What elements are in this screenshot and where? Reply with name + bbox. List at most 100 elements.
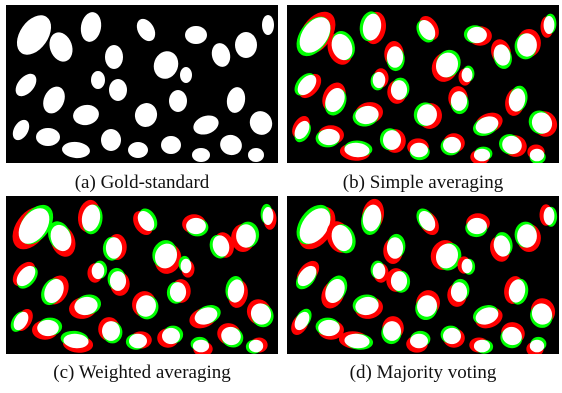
segmentation-mask [6,196,278,354]
nucleus-blob [107,267,130,296]
nucleus-blob [153,51,179,79]
nucleus-blob [62,141,90,159]
nucleus-blob [415,290,440,321]
nucleus-blob [530,298,556,328]
nucleus-blob [526,336,547,354]
nucleus-blob [192,148,210,162]
nucleus-blob [386,268,411,293]
nucleus-blob [327,31,355,65]
panel-gold-standard [6,5,278,163]
nucleus-blob [134,103,158,127]
nucleus-blob [161,136,181,154]
segmentation-mask [6,5,278,163]
panel-weighted-averaging [6,196,278,354]
nucleus-blob [48,221,76,257]
nucleus-blob [125,331,152,350]
nucleus-blob [217,323,244,348]
nucleus-blob [416,15,439,43]
nucleus-blob [416,208,439,236]
nucleus-blob [407,138,430,161]
nucleus-blob [387,77,410,104]
nucleus-blob [128,142,148,158]
nucleus-blob [80,12,102,42]
nucleus-blob [16,15,52,55]
nucleus-blob [499,134,527,157]
nucleus-blob [185,26,207,44]
nucleus-blob [211,43,231,67]
nucleus-blob [384,41,405,72]
nucleus-blob [469,337,494,354]
nucleus-blob [12,119,30,141]
nucleus-blob [463,25,492,46]
caption-gold-standard: (a) Gold-standard [74,172,210,193]
nucleus-blob [43,86,65,114]
nucleus-blob [193,115,219,135]
nucleus-blob [370,68,389,91]
nucleus-blob [77,199,103,235]
nucleus-blob [527,144,546,163]
segmentation-mask [287,5,559,163]
nucleus-blob [132,291,159,320]
nucleus-blob [136,18,156,42]
nucleus-blob [491,39,512,69]
nucleus-blob [182,214,209,237]
nucleus-blob [339,140,373,161]
nucleus-blob [101,129,121,151]
nucleus-blob [458,65,475,86]
nucleus-blob [292,116,311,143]
nucleus-blob [352,102,383,127]
nucleus-blob [87,260,108,283]
nucleus-blob [235,32,257,58]
nucleus-blob [490,232,513,262]
caption-weighted-averaging: (c) Weighted averaging [53,362,231,383]
nucleus-blob [291,308,312,335]
nucleus-blob [296,204,336,250]
nucleus-blob [15,73,37,97]
nucleus-blob [98,317,123,344]
nucleus-blob [326,221,356,254]
caption-majority-voting: (d) Majority voting [349,362,497,383]
segmentation-mask [287,196,559,354]
nucleus-blob [209,232,234,259]
caption-simple-averaging: (b) Simple averaging [342,172,504,193]
nucleus-blob [231,221,260,253]
nucleus-blob [448,86,469,115]
nucleus-blob [12,261,38,289]
nucleus-blob [322,82,347,116]
nucleus-blob [457,256,476,275]
nucleus-blob [381,316,404,345]
nucleus-blob [514,221,541,253]
nucleus-blob [220,134,242,156]
nucleus-blob [73,104,99,126]
nucleus-blob [248,148,264,162]
nucleus-blob [294,73,322,99]
nucleus-blob [109,79,127,101]
nucleus-blob [505,85,528,116]
panel-simple-averaging [287,5,559,163]
nucleus-blob [262,15,274,35]
nucleus-blob [180,67,192,83]
nucleus-blob [69,294,102,319]
nucleus-blob [383,233,406,264]
nucleus-blob [528,110,558,137]
nucleus-blob [470,146,493,163]
nucleus-blob [60,330,94,353]
nucleus-blob [379,128,406,153]
nucleus-blob [296,11,336,57]
nucleus-blob [91,71,105,89]
nucleus-blob [473,305,503,329]
nucleus-blob [32,317,63,340]
nucleus-blob [249,111,273,135]
nucleus-blob [166,279,191,304]
nucleus-blob [539,204,558,227]
nucleus-blob [430,240,462,271]
panel-majority-voting [287,196,559,354]
nucleus-blob [431,49,461,82]
nucleus-blob [133,208,158,236]
nucleus-blob [295,260,320,290]
nucleus-blob [41,275,69,306]
nucleus-blob [338,331,374,350]
nucleus-blob [260,203,277,230]
nucleus-blob [152,240,182,274]
nucleus-blob [440,325,465,348]
